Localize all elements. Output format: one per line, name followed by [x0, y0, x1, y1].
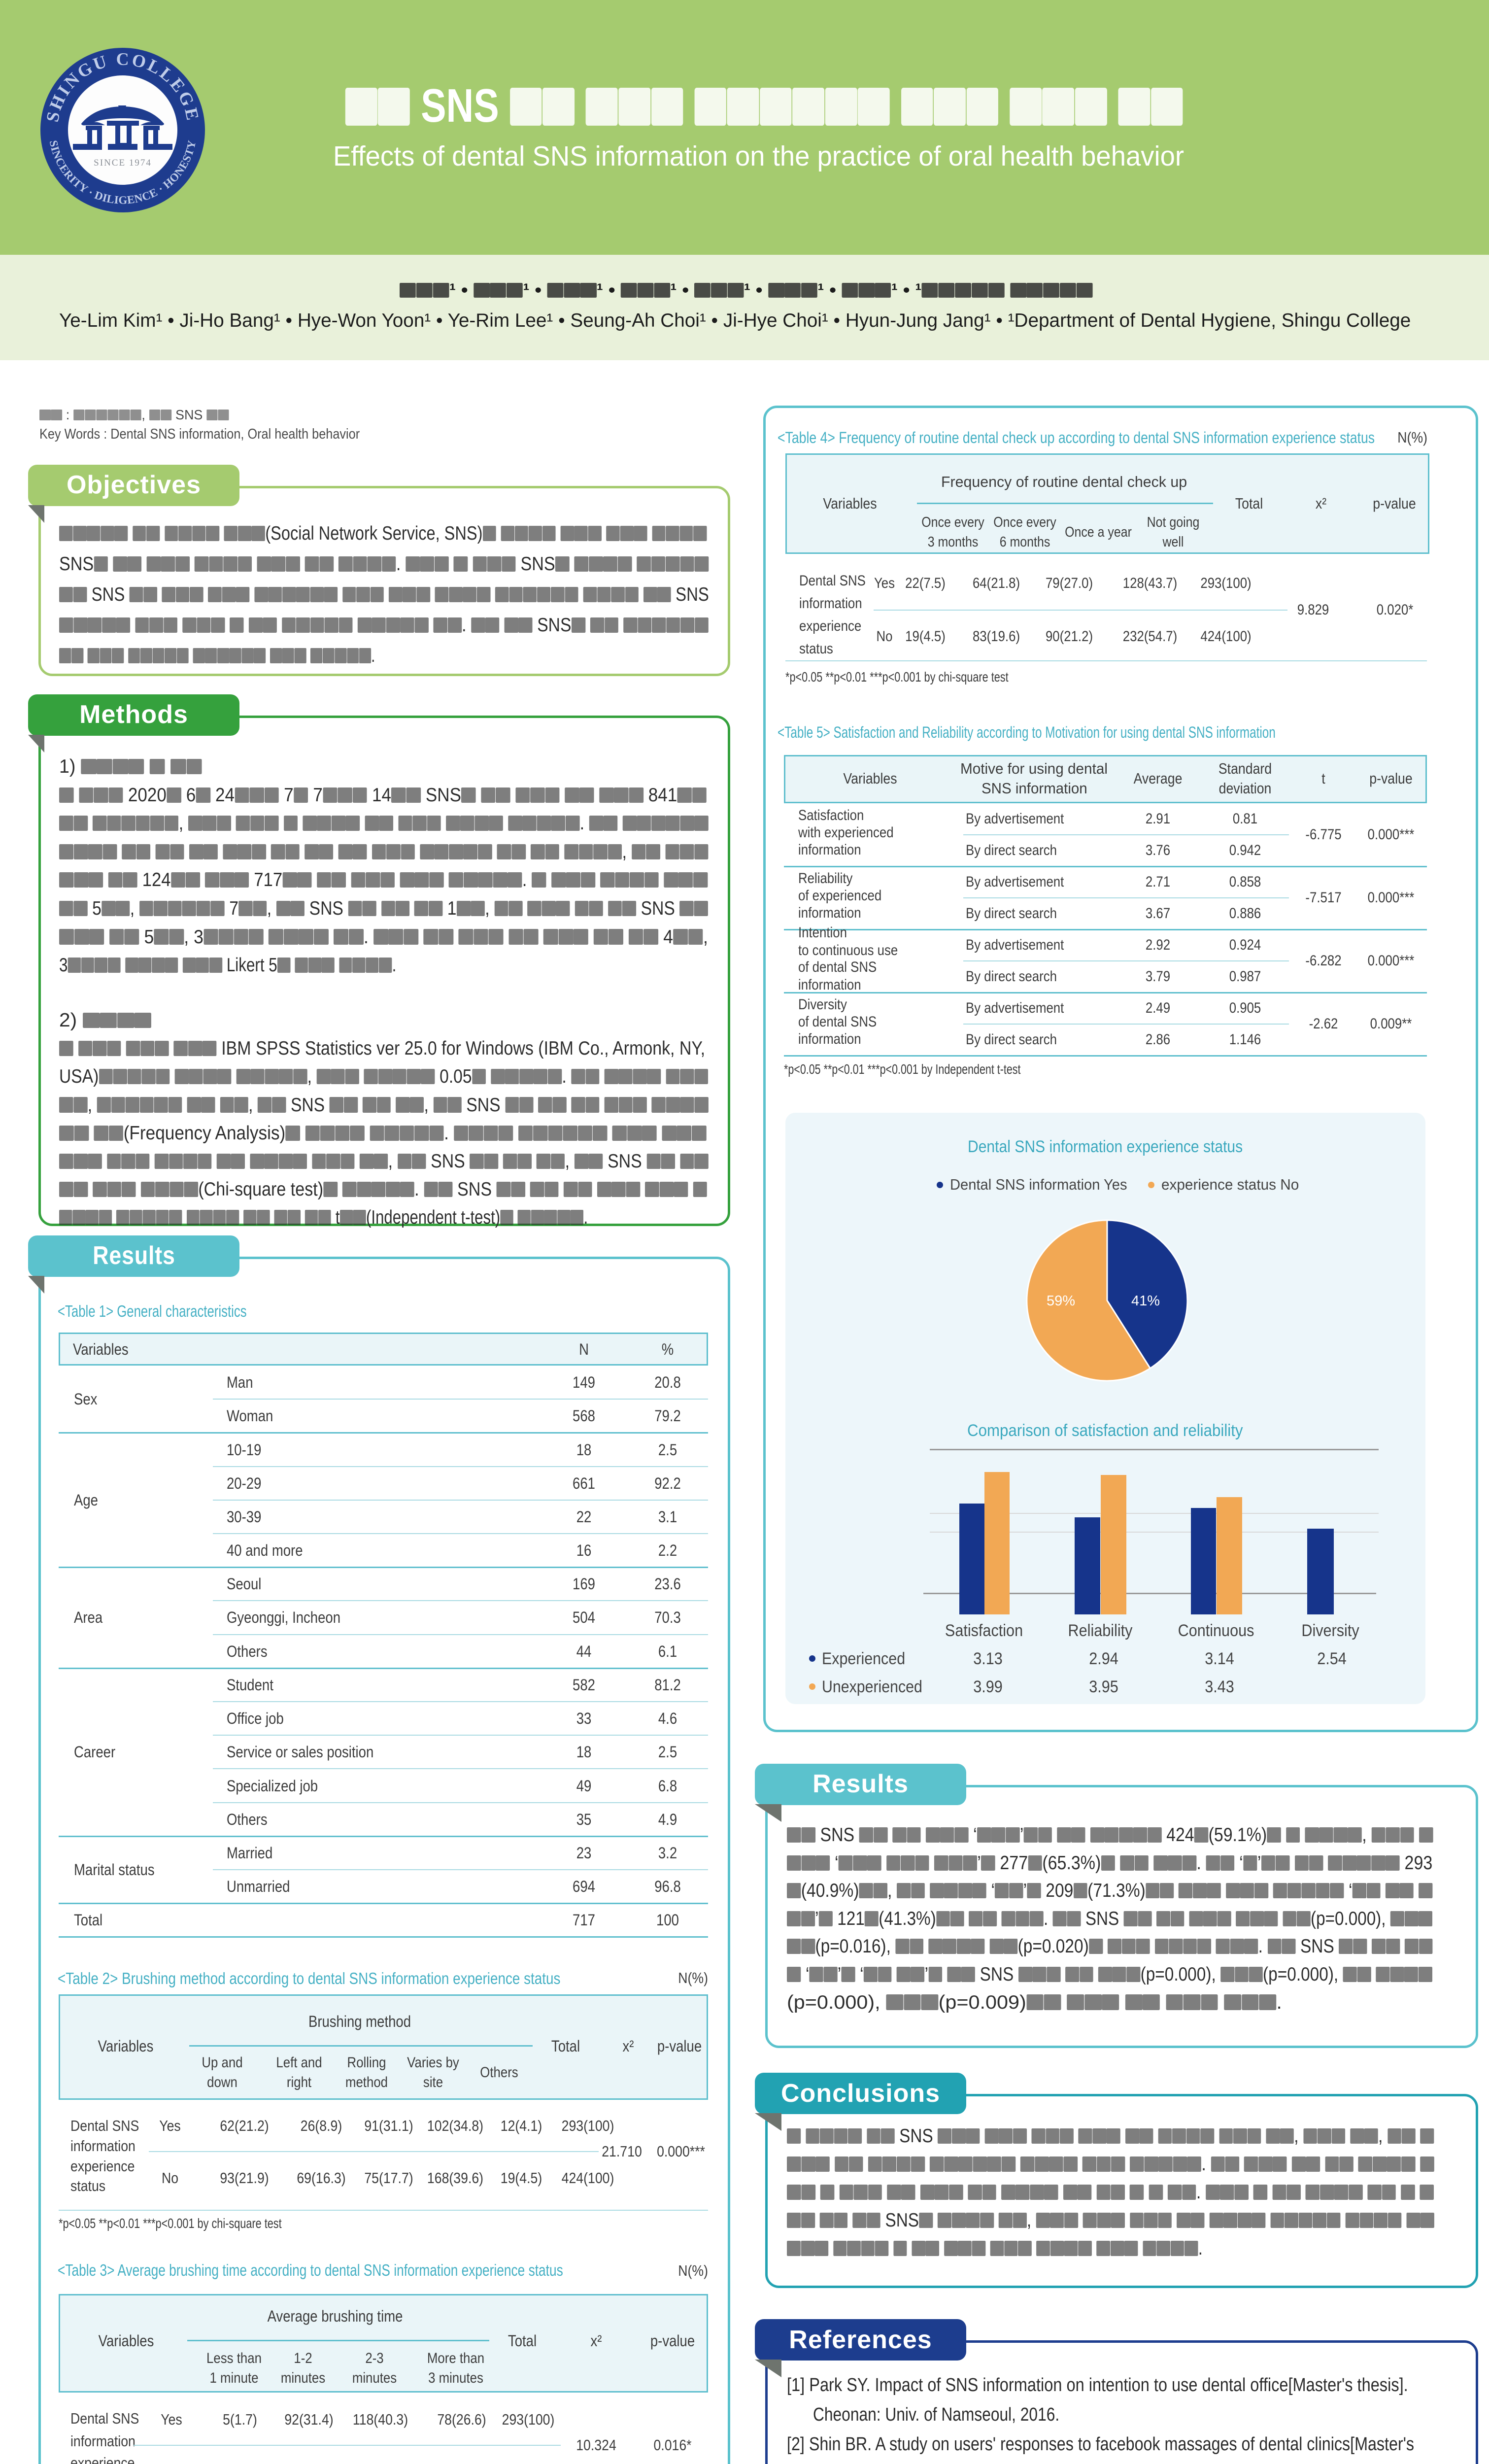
svg-text:SINCE 1974: SINCE 1974 — [94, 158, 152, 168]
